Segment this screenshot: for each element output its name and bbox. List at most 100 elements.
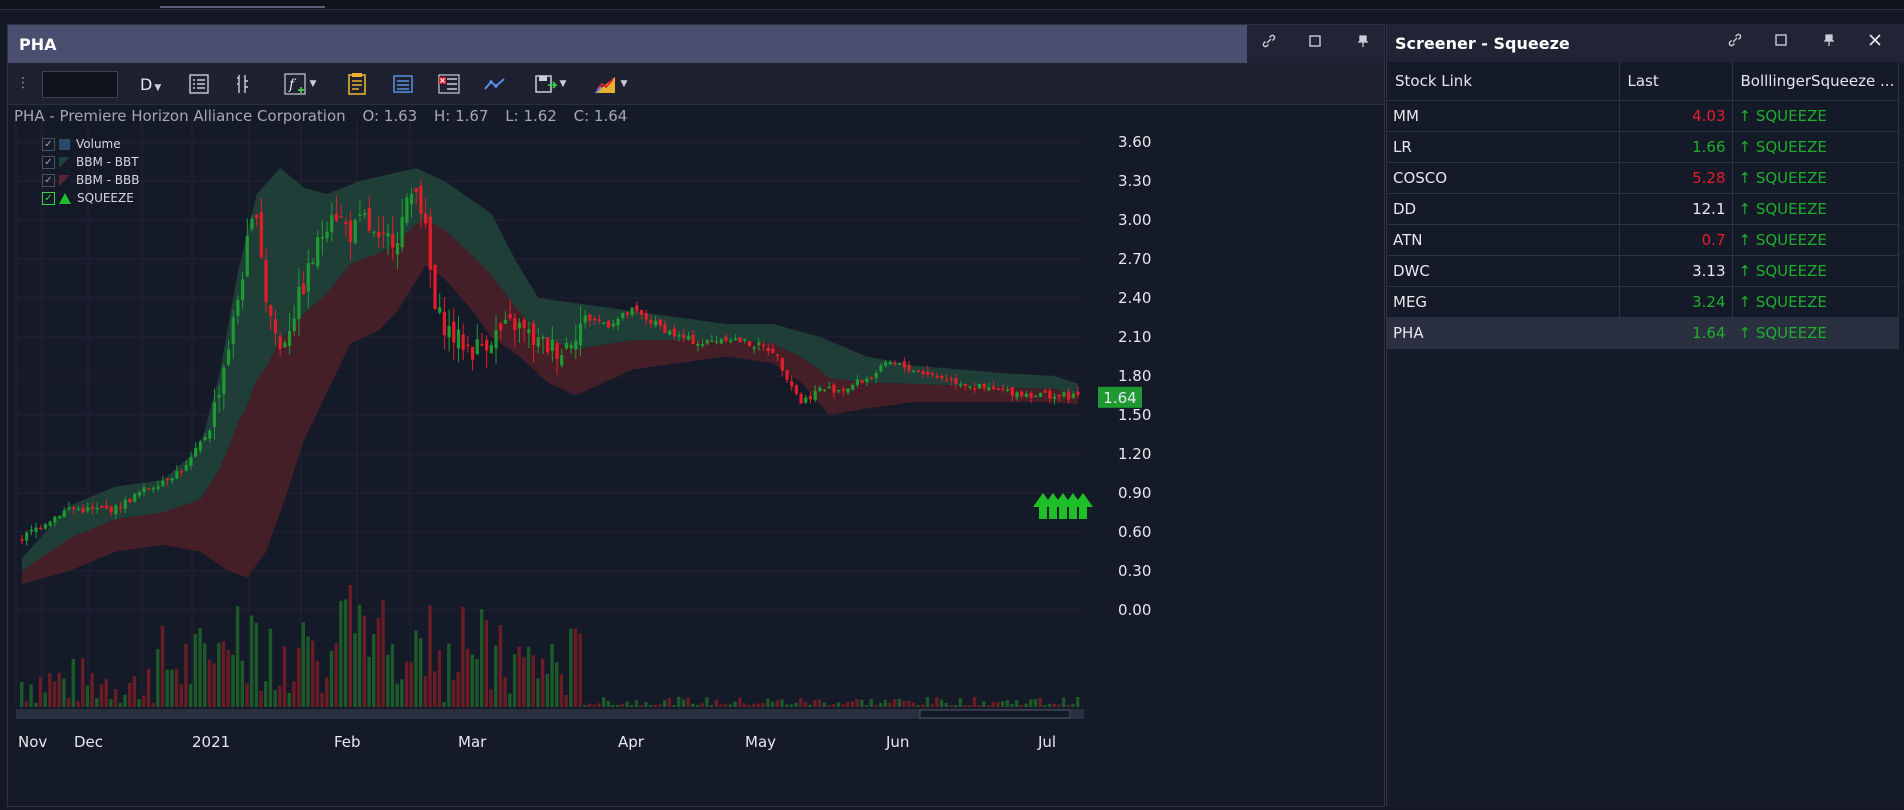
indicator-list-icon[interactable] xyxy=(186,71,212,97)
table-row[interactable]: COSCO 5.28 ↑ SQUEEZE xyxy=(1387,162,1899,194)
link-icon[interactable] xyxy=(1725,33,1745,53)
candle xyxy=(461,323,465,361)
candle xyxy=(968,385,972,390)
table-row[interactable]: PHA 1.64 ↑ SQUEEZE xyxy=(1387,317,1899,349)
volume-bar xyxy=(592,704,596,707)
y-axis: 3.60 3.30 3.00 2.70 2.40 2.10 1.80 1.50 1.20 0.90… xyxy=(1118,133,1151,619)
column-header-stock[interactable]: Stock Link xyxy=(1387,62,1620,101)
candle xyxy=(841,386,845,396)
cell-symbol[interactable]: DWC xyxy=(1387,255,1620,287)
scrollbar-thumb[interactable] xyxy=(919,709,1071,719)
chart-title-bar[interactable]: PHA xyxy=(8,25,1247,63)
function-icon[interactable]: f ▼ xyxy=(278,71,322,97)
volume-bar xyxy=(409,661,413,707)
high-value: H: 1.67 xyxy=(433,107,489,125)
volume-bar xyxy=(465,648,470,707)
candle xyxy=(822,389,827,393)
checkbox[interactable]: ✓ xyxy=(42,155,55,169)
legend-item-squeeze[interactable]: ✓ SQUEEZE xyxy=(42,189,139,207)
candle xyxy=(757,337,761,351)
volume-bar xyxy=(57,672,61,707)
candle xyxy=(109,504,113,517)
legend-item-bbb[interactable]: ✓ BBM - BBB xyxy=(42,171,139,189)
symbol-input[interactable] xyxy=(42,71,118,98)
maximize-icon[interactable] xyxy=(1305,34,1325,54)
volume-bar xyxy=(451,679,456,707)
candle xyxy=(245,218,249,278)
cell-signal: ↑ SQUEEZE xyxy=(1732,286,1899,318)
candle xyxy=(780,356,784,377)
candle xyxy=(705,339,709,346)
cell-symbol[interactable]: DD xyxy=(1387,193,1620,225)
volume-bar xyxy=(151,702,155,707)
volume-bar xyxy=(85,685,90,707)
chart-scrollbar[interactable] xyxy=(16,709,1084,719)
volume-bar xyxy=(494,645,498,707)
cell-last: 4.03 xyxy=(1619,100,1733,132)
checkbox[interactable]: ✓ xyxy=(42,191,55,205)
candle xyxy=(649,315,653,329)
candle xyxy=(930,371,935,378)
volume-bar xyxy=(146,668,151,707)
bbb-swatch xyxy=(59,174,70,186)
grip-icon[interactable]: ⋮ xyxy=(16,75,30,91)
candle xyxy=(522,317,526,343)
price-chart[interactable]: 3.60 3.30 3.00 2.70 2.40 2.10 1.80 1.50 1.20 0.90… xyxy=(8,111,1384,807)
volume-bar xyxy=(1043,705,1047,707)
bbt-swatch xyxy=(59,156,70,168)
candle xyxy=(592,316,597,325)
volume-bar xyxy=(770,701,775,707)
candle xyxy=(560,348,564,369)
table-row[interactable]: DD 12.1 ↑ SQUEEZE xyxy=(1387,193,1899,225)
period-selector[interactable]: D ▼ xyxy=(140,75,161,94)
table-row[interactable]: LR 1.66 ↑ SQUEEZE xyxy=(1387,131,1899,163)
table-row[interactable]: ATN 0.7 ↑ SQUEEZE xyxy=(1387,224,1899,256)
y-tick-label: 0.00 xyxy=(1118,601,1151,619)
candle xyxy=(72,506,76,515)
data-window-icon[interactable] xyxy=(390,71,416,97)
volume-bar xyxy=(207,659,212,707)
close-icon[interactable] xyxy=(1865,33,1885,53)
active-tab-indicator[interactable] xyxy=(160,6,325,8)
volume-bar xyxy=(517,646,521,707)
volume-bar xyxy=(1047,703,1052,707)
candle xyxy=(879,363,883,373)
pin-icon[interactable] xyxy=(1819,33,1839,53)
checkbox[interactable]: ✓ xyxy=(42,173,55,187)
table-row[interactable]: DWC 3.13 ↑ SQUEEZE xyxy=(1387,255,1899,287)
candle xyxy=(752,345,756,354)
candle xyxy=(635,301,639,315)
legend-item-volume[interactable]: ✓ Volume xyxy=(42,135,139,153)
candle xyxy=(935,373,939,380)
volume-bar xyxy=(719,704,723,707)
table-row[interactable]: MM 4.03 ↑ SQUEEZE xyxy=(1387,100,1899,132)
link-icon[interactable] xyxy=(1259,34,1279,54)
column-header-squeeze[interactable]: BolllingerSqueeze ... xyxy=(1732,62,1899,101)
pin-icon[interactable] xyxy=(1353,34,1373,54)
maximize-icon[interactable] xyxy=(1771,33,1791,53)
candle xyxy=(170,477,174,485)
save-template-icon[interactable]: ▼ xyxy=(528,71,572,97)
crosshair-icon[interactable] xyxy=(232,71,258,97)
cell-symbol[interactable]: LR xyxy=(1387,131,1620,163)
line-study-icon[interactable] xyxy=(482,71,508,97)
cell-symbol[interactable]: PHA xyxy=(1387,317,1620,349)
legend-item-bbt[interactable]: ✓ BBM - BBT xyxy=(42,153,139,171)
volume-bar xyxy=(254,622,259,707)
volume-bar xyxy=(414,630,418,707)
drawing-tools-icon[interactable]: ▼ xyxy=(588,71,632,97)
cell-symbol[interactable]: MEG xyxy=(1387,286,1620,318)
candle xyxy=(316,230,320,271)
remove-indicators-icon[interactable] xyxy=(436,71,462,97)
table-row[interactable]: MEG 3.24 ↑ SQUEEZE xyxy=(1387,286,1899,318)
column-header-last[interactable]: Last xyxy=(1619,62,1733,101)
notes-icon[interactable] xyxy=(344,71,370,97)
legend-label: Volume xyxy=(76,137,121,151)
checkbox[interactable]: ✓ xyxy=(42,137,55,151)
svg-text:f: f xyxy=(288,77,297,93)
volume-bar xyxy=(52,681,57,707)
cell-symbol[interactable]: ATN xyxy=(1387,224,1620,256)
cell-symbol[interactable]: MM xyxy=(1387,100,1620,132)
cell-symbol[interactable]: COSCO xyxy=(1387,162,1620,194)
candle xyxy=(424,197,428,229)
